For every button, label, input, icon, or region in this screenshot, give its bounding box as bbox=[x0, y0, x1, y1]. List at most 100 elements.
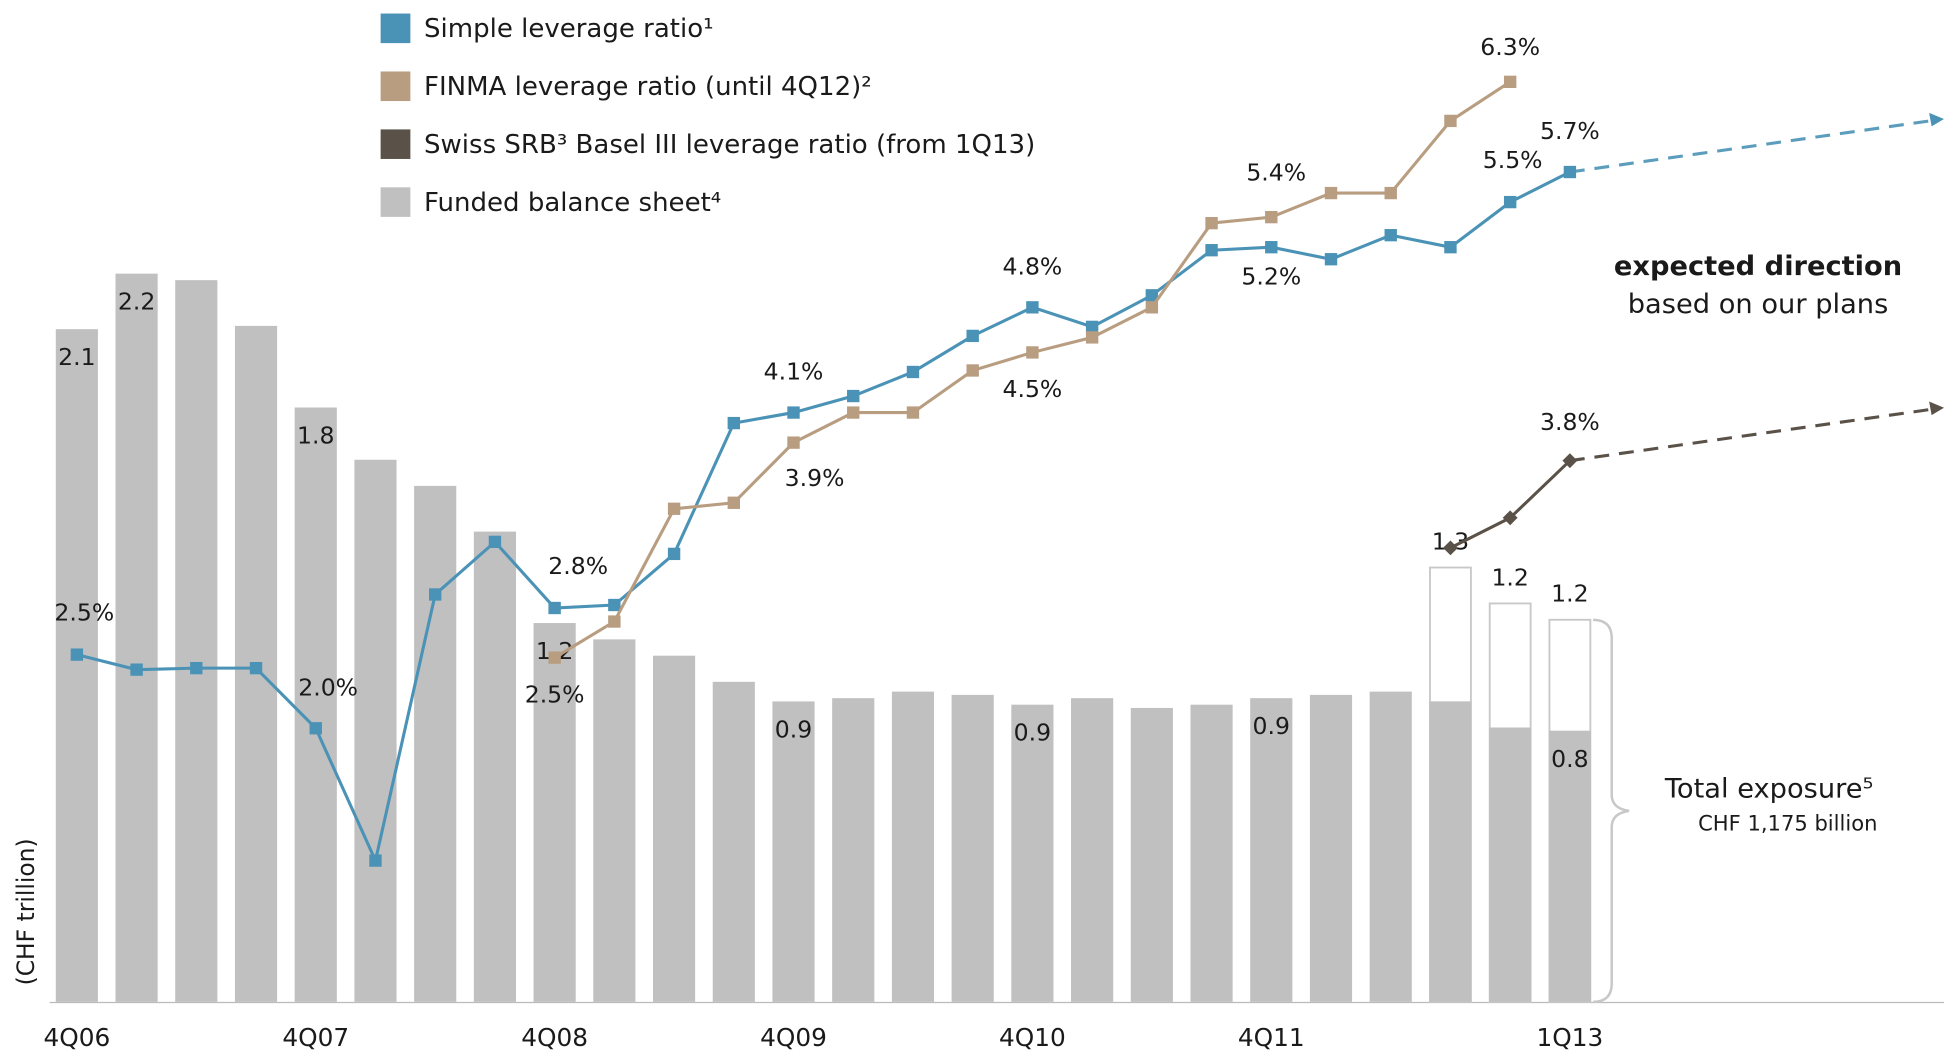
bar bbox=[653, 655, 696, 1002]
bar bbox=[1250, 698, 1293, 1002]
y-axis-label: (CHF trillion) bbox=[12, 838, 40, 985]
marker bbox=[1384, 229, 1397, 242]
bar bbox=[1130, 707, 1173, 1002]
marker bbox=[369, 854, 382, 867]
bar bbox=[593, 639, 636, 1002]
bar bbox=[1309, 694, 1353, 1002]
legend-label: Simple leverage ratio¹ bbox=[424, 14, 714, 44]
marker bbox=[249, 661, 263, 675]
marker bbox=[1562, 453, 1578, 469]
data-label: 5.7% bbox=[1540, 117, 1600, 145]
marker bbox=[309, 722, 322, 735]
x-tick-label: 4Q10 bbox=[999, 1023, 1066, 1052]
marker bbox=[1443, 540, 1458, 556]
marker bbox=[70, 648, 84, 661]
marker bbox=[966, 364, 979, 377]
bar bbox=[1369, 691, 1412, 1002]
marker bbox=[1145, 289, 1159, 302]
marker bbox=[1265, 210, 1278, 224]
legend-swatch bbox=[380, 71, 411, 102]
bar bbox=[1548, 730, 1591, 1002]
marker bbox=[727, 416, 740, 430]
bar bbox=[832, 698, 875, 1002]
bar bbox=[1011, 704, 1054, 1002]
projection bbox=[1569, 407, 1935, 463]
bar bbox=[175, 280, 218, 1002]
marker bbox=[548, 651, 561, 664]
marker bbox=[428, 588, 442, 601]
marker bbox=[1384, 186, 1397, 200]
data-label: 5.5% bbox=[1483, 146, 1543, 174]
marker bbox=[906, 406, 920, 419]
marker bbox=[1444, 241, 1457, 254]
data-label: 5.4% bbox=[1246, 159, 1306, 187]
x-tick-label: 4Q08 bbox=[521, 1023, 588, 1052]
marker bbox=[1324, 253, 1338, 266]
projection-arrow bbox=[1929, 401, 1944, 416]
marker bbox=[1085, 331, 1099, 344]
marker bbox=[1205, 216, 1218, 230]
marker bbox=[1145, 301, 1159, 314]
marker bbox=[1503, 75, 1517, 88]
line bbox=[553, 80, 1512, 659]
marker bbox=[667, 502, 681, 515]
data-label: 2.8% bbox=[548, 552, 608, 580]
data-label: 4.5% bbox=[1002, 375, 1062, 403]
bar bbox=[951, 694, 994, 1002]
marker bbox=[608, 598, 621, 612]
data-label: 2.1 bbox=[58, 343, 95, 371]
x-tick-label: 4Q06 bbox=[43, 1023, 110, 1052]
marker bbox=[488, 535, 502, 549]
bar bbox=[1071, 698, 1114, 1002]
data-label: 0.9 bbox=[1253, 712, 1290, 740]
bar bbox=[772, 701, 815, 1002]
legend-label: Swiss SRB³ Basel III leverage ratio (fro… bbox=[424, 130, 1035, 160]
data-label: 1.2 bbox=[1491, 563, 1528, 591]
marker bbox=[1563, 165, 1577, 179]
marker bbox=[1026, 346, 1039, 359]
annotation: expected direction bbox=[1614, 251, 1902, 282]
marker bbox=[966, 329, 979, 343]
marker bbox=[906, 365, 920, 379]
marker bbox=[787, 406, 800, 419]
bar bbox=[891, 691, 935, 1002]
bar bbox=[1489, 727, 1532, 1002]
data-label: 2.2 bbox=[118, 288, 155, 316]
marker bbox=[1503, 195, 1517, 209]
marker bbox=[1205, 244, 1218, 257]
data-label: 4.1% bbox=[764, 358, 824, 386]
marker bbox=[1324, 186, 1338, 200]
bar bbox=[1429, 701, 1472, 1002]
bar bbox=[294, 407, 337, 1002]
marker bbox=[608, 615, 621, 628]
brace bbox=[1593, 618, 1630, 1004]
data-label: 6.3% bbox=[1480, 33, 1540, 61]
data-label: 3.8% bbox=[1540, 408, 1600, 436]
legend-swatch bbox=[380, 129, 411, 159]
data-label: 2.0% bbox=[298, 673, 358, 701]
data-label: 0.9 bbox=[775, 716, 812, 744]
marker bbox=[548, 601, 561, 615]
projection bbox=[1569, 118, 1935, 174]
bar bbox=[1190, 704, 1233, 1002]
data-label: 1.8 bbox=[297, 422, 334, 450]
bar bbox=[414, 485, 457, 1002]
annotation: CHF 1,175 billion bbox=[1698, 810, 1877, 835]
x-tick-label: 4Q11 bbox=[1238, 1023, 1305, 1052]
bar bbox=[354, 459, 397, 1002]
bar bbox=[115, 273, 158, 1002]
data-label: 2.5% bbox=[525, 680, 585, 708]
data-label: 5.2% bbox=[1241, 263, 1301, 291]
marker bbox=[787, 436, 800, 449]
data-label: 0.8 bbox=[1551, 745, 1588, 773]
marker bbox=[1265, 241, 1278, 254]
bar bbox=[473, 531, 516, 1002]
marker bbox=[1026, 301, 1039, 314]
marker bbox=[847, 406, 860, 419]
marker bbox=[727, 496, 740, 509]
marker bbox=[1444, 114, 1457, 128]
legend-label: Funded balance sheet⁴ bbox=[424, 188, 721, 218]
marker bbox=[190, 661, 203, 675]
projection-arrow bbox=[1929, 112, 1944, 127]
